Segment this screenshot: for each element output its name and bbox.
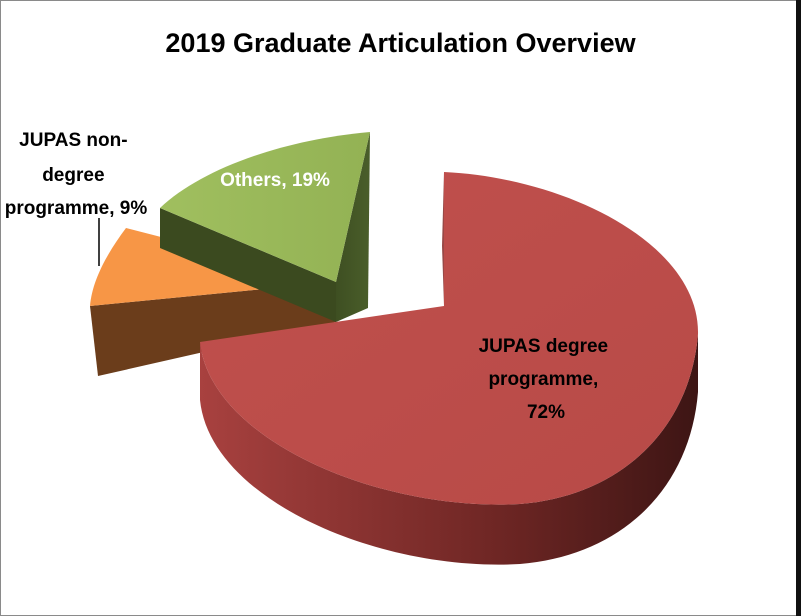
slice-others-side-right <box>336 132 370 322</box>
frame-edge <box>796 0 801 616</box>
slice-jupas-degree-inner-wall <box>442 172 444 306</box>
slice-jupas-non-degree-side <box>90 282 336 376</box>
data-label-degree: JUPAS degree programme, 72% <box>479 336 614 423</box>
data-label-others: Others, 19% <box>220 170 330 191</box>
chart-title: 2019 Graduate Articulation Overview <box>165 28 636 58</box>
slice-others-top <box>160 132 370 282</box>
slice-jupas-degree-top <box>200 172 699 505</box>
slice-others <box>160 132 370 322</box>
slice-jupas-degree-side <box>200 334 698 565</box>
slice-jupas-degree <box>200 172 699 565</box>
slice-others-side <box>160 208 336 322</box>
data-label-non-degree: JUPAS non- degree programme, 9% <box>5 130 148 219</box>
